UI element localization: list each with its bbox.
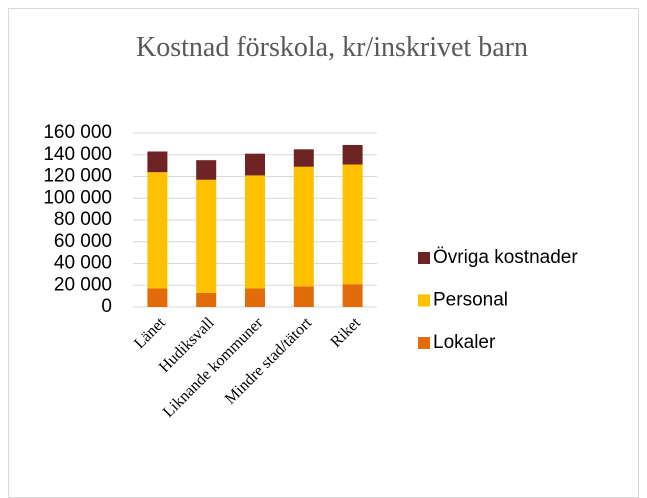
- legend-label: Personal: [433, 290, 508, 311]
- bar-segment: [293, 149, 314, 167]
- legend-label: Lokaler: [433, 332, 496, 353]
- y-tick-label: 20 000: [54, 274, 112, 295]
- bar-segment: [245, 175, 265, 289]
- x-tick-label: Riket: [327, 314, 364, 351]
- x-tick-label: Mindre stad/tätort: [222, 314, 316, 408]
- y-tick-label: 60 000: [54, 231, 112, 252]
- y-tick-label: 80 000: [54, 209, 112, 230]
- bar-segment: [196, 160, 217, 180]
- legend-swatch: [418, 337, 430, 349]
- bar-segment: [245, 288, 265, 307]
- bar-segment: [342, 144, 363, 165]
- x-tick-label: Länet: [131, 314, 169, 352]
- y-tick-label: 0: [101, 296, 112, 317]
- y-tick-label: 40 000: [54, 253, 112, 274]
- bar-segment: [293, 286, 314, 307]
- bar-segment: [147, 288, 168, 307]
- y-tick-label: 120 000: [43, 166, 112, 187]
- bar-segment: [245, 153, 265, 176]
- y-tick-label: 160 000: [43, 122, 112, 143]
- bar-segment: [147, 151, 168, 173]
- bar-segment: [147, 172, 168, 289]
- bar-segment: [342, 164, 363, 285]
- chart-title: Kostnad förskola, kr/inskrivet barn: [136, 32, 528, 63]
- legend-swatch: [418, 294, 430, 307]
- bar-segment: [342, 284, 363, 307]
- bar-segment: [293, 166, 314, 287]
- y-tick-label: 100 000: [43, 187, 112, 208]
- y-tick-label: 140 000: [43, 144, 112, 165]
- bar-segment: [196, 292, 217, 307]
- legend-swatch: [418, 252, 430, 264]
- legend-label: Övriga kostnader: [433, 247, 578, 268]
- bar-segment: [196, 179, 217, 293]
